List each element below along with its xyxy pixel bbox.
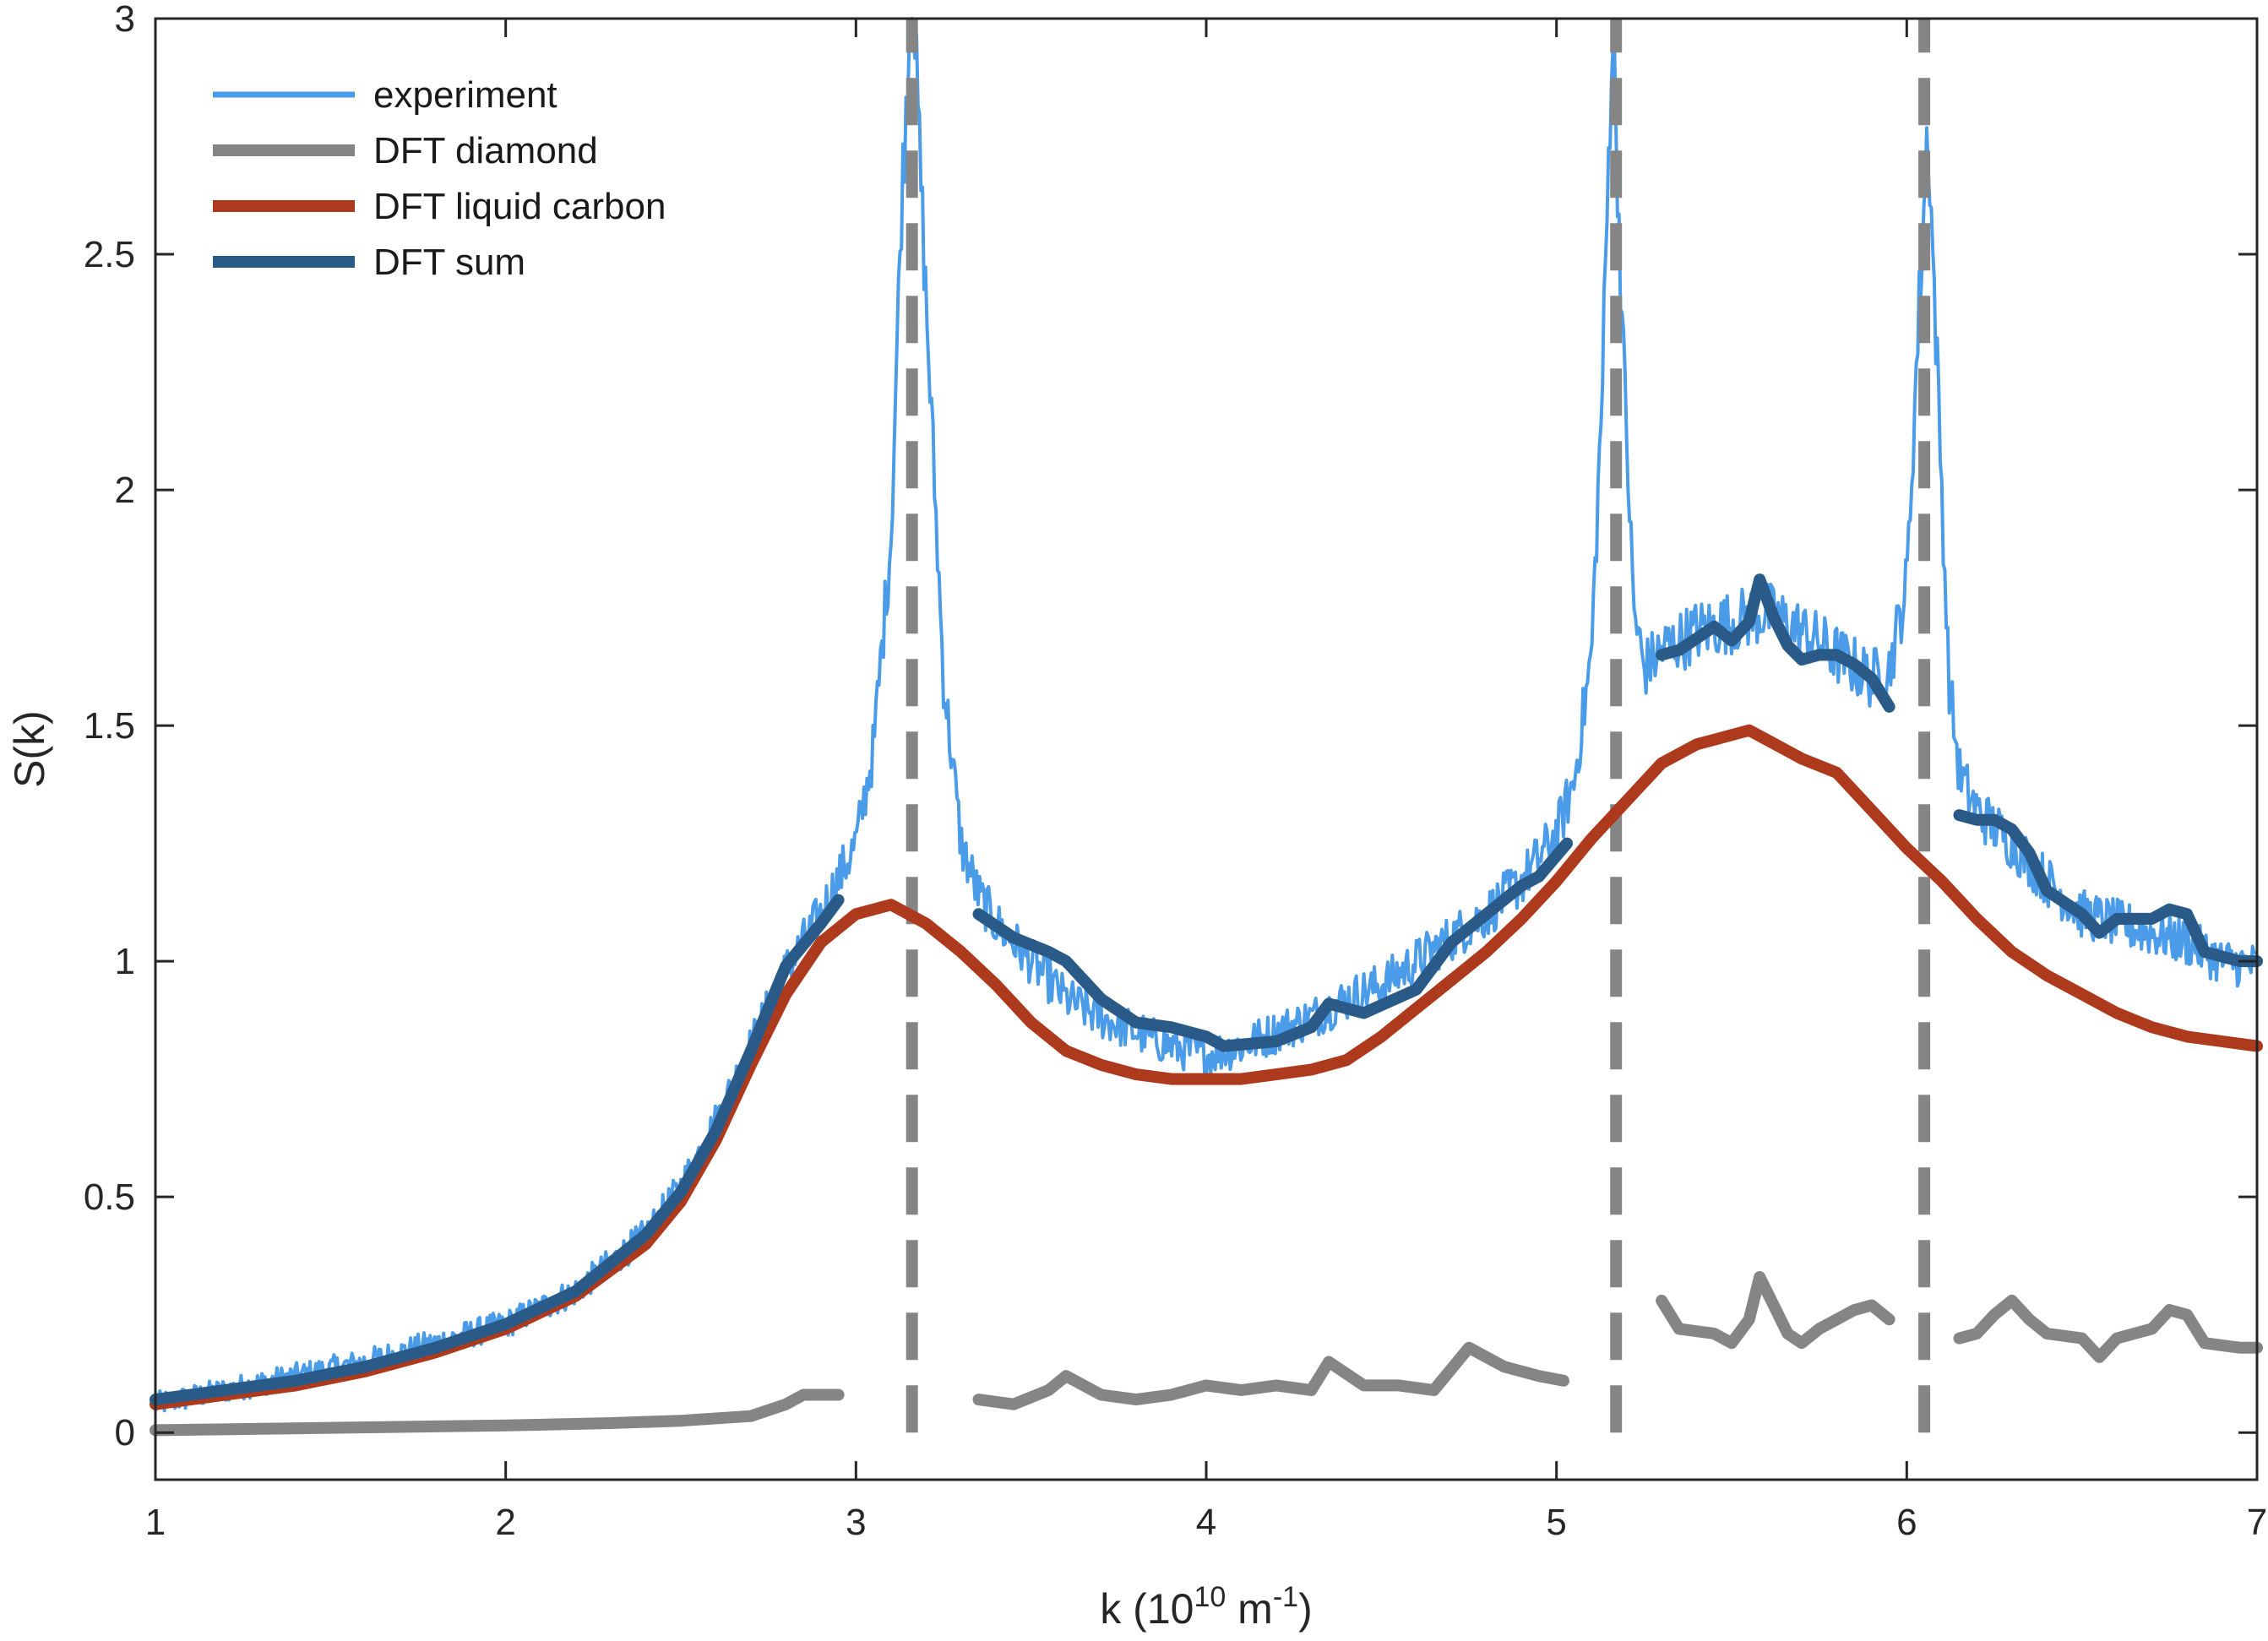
y-tick-label: 1 (115, 941, 135, 982)
dft-sum-segment-2 (972, 837, 1574, 1052)
x-tick-label: 5 (1546, 1502, 1566, 1543)
x-tick-label: 6 (1896, 1502, 1917, 1543)
y-axis-title: S(k) (6, 710, 53, 788)
y-tick-label: 2.5 (84, 234, 135, 275)
x-tick-label: 2 (495, 1502, 515, 1543)
x-axis-title-exponent-2: -1 (1273, 1581, 1298, 1613)
y-tick-label: 1.5 (84, 705, 135, 747)
x-tick-label: 7 (2247, 1502, 2267, 1543)
y-tick-label: 0.5 (84, 1176, 135, 1218)
x-tick-label: 4 (1196, 1502, 1216, 1543)
axis-ticks (154, 17, 2259, 1480)
x-tick-label: 1 (145, 1502, 166, 1543)
dft-diamond-segment-3 (1656, 1271, 1895, 1350)
y-tick-label: 0 (115, 1412, 135, 1454)
dft-diamond-segment-2 (972, 1341, 1569, 1410)
y-tick-label: 3 (115, 0, 135, 40)
legend-label-dft-liquid-carbon: DFT liquid carbon (373, 186, 666, 227)
dft-diamond-segment-4 (1953, 1294, 2263, 1363)
dft-sum-series (150, 573, 2263, 1406)
dft-diamond-segment-1 (150, 1388, 845, 1437)
dft-sum-segment-4 (1953, 809, 2263, 968)
x-tick-label: 3 (846, 1502, 866, 1543)
x-tick-labels: 1 2 3 4 5 6 7 (145, 1502, 2267, 1543)
y-tick-label: 2 (115, 470, 135, 511)
dft-diamond-series (150, 19, 2263, 1437)
x-axis-title: k (1010 m-1) (1100, 1581, 1312, 1633)
x-axis-title-exponent-1: 10 (1194, 1581, 1226, 1613)
plot-area (155, 19, 2257, 1480)
legend-label-dft-diamond: DFT diamond (373, 130, 598, 171)
legend-label-dft-sum: DFT sum (373, 242, 525, 283)
dft-sum-segment-1 (150, 894, 845, 1406)
legend-label-experiment: experiment (373, 74, 557, 116)
legend: experiment DFT diamond DFT liquid carbon… (213, 74, 666, 283)
dft-sum-segment-3 (1656, 573, 1895, 713)
y-tick-labels: 0 0.5 1 1.5 2 2.5 3 (84, 0, 135, 1454)
